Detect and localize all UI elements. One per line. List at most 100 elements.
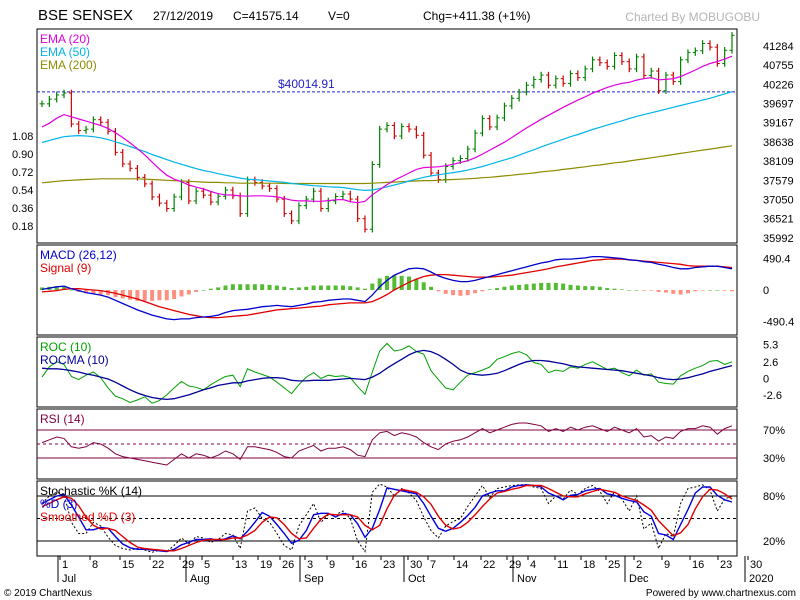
macd-histogram-bar: [157, 290, 162, 301]
rocma-line: [41, 349, 733, 401]
macd-histogram-bar: [583, 286, 588, 290]
stoch-legend-1: %D (3): [40, 497, 77, 511]
roc-tick: 0: [763, 373, 769, 385]
price-tick: 38638: [763, 137, 794, 149]
macd-histogram-bar: [700, 290, 705, 291]
macd-histogram-bar: [311, 285, 316, 290]
macd-histogram-bar: [208, 288, 213, 290]
x-tick-label: 22: [152, 559, 164, 571]
x-tick-label: 29: [509, 559, 521, 571]
macd-histogram-bar: [619, 289, 624, 290]
macd-histogram-bar: [150, 290, 155, 301]
macd-histogram-bar: [304, 286, 309, 290]
macd-histogram-bar: [634, 290, 639, 291]
macd-histogram-bar: [348, 286, 353, 290]
price-legend-2: EMA (200): [40, 58, 97, 72]
macd-histogram-bar: [201, 290, 206, 291]
macd-histogram-bar: [106, 290, 111, 296]
macd-histogram-bar: [340, 285, 345, 290]
macd-histogram-bar: [238, 284, 243, 290]
macd-histogram-bar: [91, 290, 96, 294]
x-tick-label: 2: [636, 559, 642, 571]
rsi-line: [41, 422, 733, 466]
month-label: 2020: [749, 573, 773, 585]
month-label: Aug: [190, 573, 210, 585]
close-label: C=41575.14: [233, 9, 299, 23]
macd-histogram-bar: [282, 286, 287, 290]
macd-histogram-bar: [407, 276, 412, 290]
macd-histogram-bar: [436, 290, 441, 292]
stoch-legend-0: Stochastic %K (14): [40, 484, 142, 498]
macd-histogram-bar: [443, 290, 448, 294]
left-scale-tick: 0.54: [12, 185, 33, 197]
macd-histogram-bar: [128, 290, 133, 300]
price-tick: 41284: [763, 41, 794, 53]
x-tick-label: 26: [282, 559, 294, 571]
macd-histogram-bar: [730, 290, 734, 292]
ema50-line: [41, 91, 733, 192]
price-tick: 40226: [763, 79, 794, 91]
x-tick-label: 1: [62, 559, 68, 571]
macd-line: [41, 255, 733, 321]
x-tick-label: 29: [182, 559, 194, 571]
month-label: Jul: [62, 573, 76, 585]
x-tick-label: 30: [750, 559, 762, 571]
macd-histogram-bar: [495, 288, 500, 290]
brand-watermark: Charted By MOBUGOBU: [625, 10, 760, 24]
macd-histogram-bar: [69, 290, 74, 291]
price-tick: 39167: [763, 118, 794, 130]
macd-histogram-bar: [429, 286, 434, 290]
x-tick-label: 23: [383, 559, 395, 571]
macd-histogram-bar: [370, 283, 375, 290]
macd-histogram-bar: [40, 287, 44, 290]
macd-histogram-bar: [230, 284, 235, 290]
price-tick: 38109: [763, 156, 794, 168]
macd-histogram-bar: [179, 290, 184, 297]
macd-histogram-bar: [641, 290, 646, 291]
macd-histogram-bar: [267, 284, 272, 290]
macd-histogram-bar: [245, 284, 250, 290]
left-scale-tick: 0.36: [12, 203, 33, 215]
macd-histogram-bar: [649, 290, 654, 291]
macd-histogram-bar: [289, 288, 294, 290]
macd-histogram-bar: [216, 287, 221, 290]
signal-line: [41, 258, 733, 319]
macd-histogram-bar: [465, 290, 470, 296]
macd-histogram-bar: [531, 283, 536, 290]
x-tick-label: 19: [260, 559, 272, 571]
macd-legend-1: Signal (9): [40, 261, 91, 275]
month-label: Nov: [517, 573, 537, 585]
x-tick-label: 13: [235, 559, 247, 571]
marker-label: $40014.91: [278, 77, 335, 91]
ema20-line: [41, 55, 733, 204]
x-tick-label: 9: [329, 559, 335, 571]
macd-histogram-bar: [568, 284, 573, 290]
stoch-d-line: [41, 484, 733, 553]
rsi-legend-0: RSI (14): [40, 412, 85, 426]
left-scale-tick: 0.90: [12, 149, 33, 161]
macd-histogram-bar: [98, 290, 103, 295]
macd-histogram-bar: [553, 282, 558, 290]
macd-histogram-bar: [194, 290, 199, 292]
x-tick-label: 15: [122, 559, 134, 571]
macd-histogram-bar: [326, 285, 331, 290]
macd-histogram-bar: [597, 286, 602, 290]
roc-tick: -2.6: [763, 390, 782, 402]
macd-histogram-bar: [260, 284, 265, 290]
macd-histogram-bar: [274, 285, 279, 290]
x-tick-label: 30: [410, 559, 422, 571]
price-tick: 35992: [763, 233, 794, 245]
stoch-tick: 80%: [763, 491, 785, 503]
macd-histogram-bar: [546, 282, 551, 290]
left-scale-tick: 1.08: [12, 131, 33, 143]
macd-histogram-bar: [223, 285, 228, 290]
macd-tick: -490.4: [763, 317, 794, 329]
macd-histogram-bar: [693, 290, 698, 292]
change-label: Chg=+411.38 (+1%): [423, 9, 531, 23]
roc-legend-0: ROC (10): [40, 340, 91, 354]
macd-histogram-bar: [62, 286, 67, 290]
x-tick-label: 5: [204, 559, 210, 571]
macd-histogram-bar: [524, 284, 529, 290]
x-tick-label: 4: [530, 559, 536, 571]
x-tick-label: 22: [483, 559, 495, 571]
